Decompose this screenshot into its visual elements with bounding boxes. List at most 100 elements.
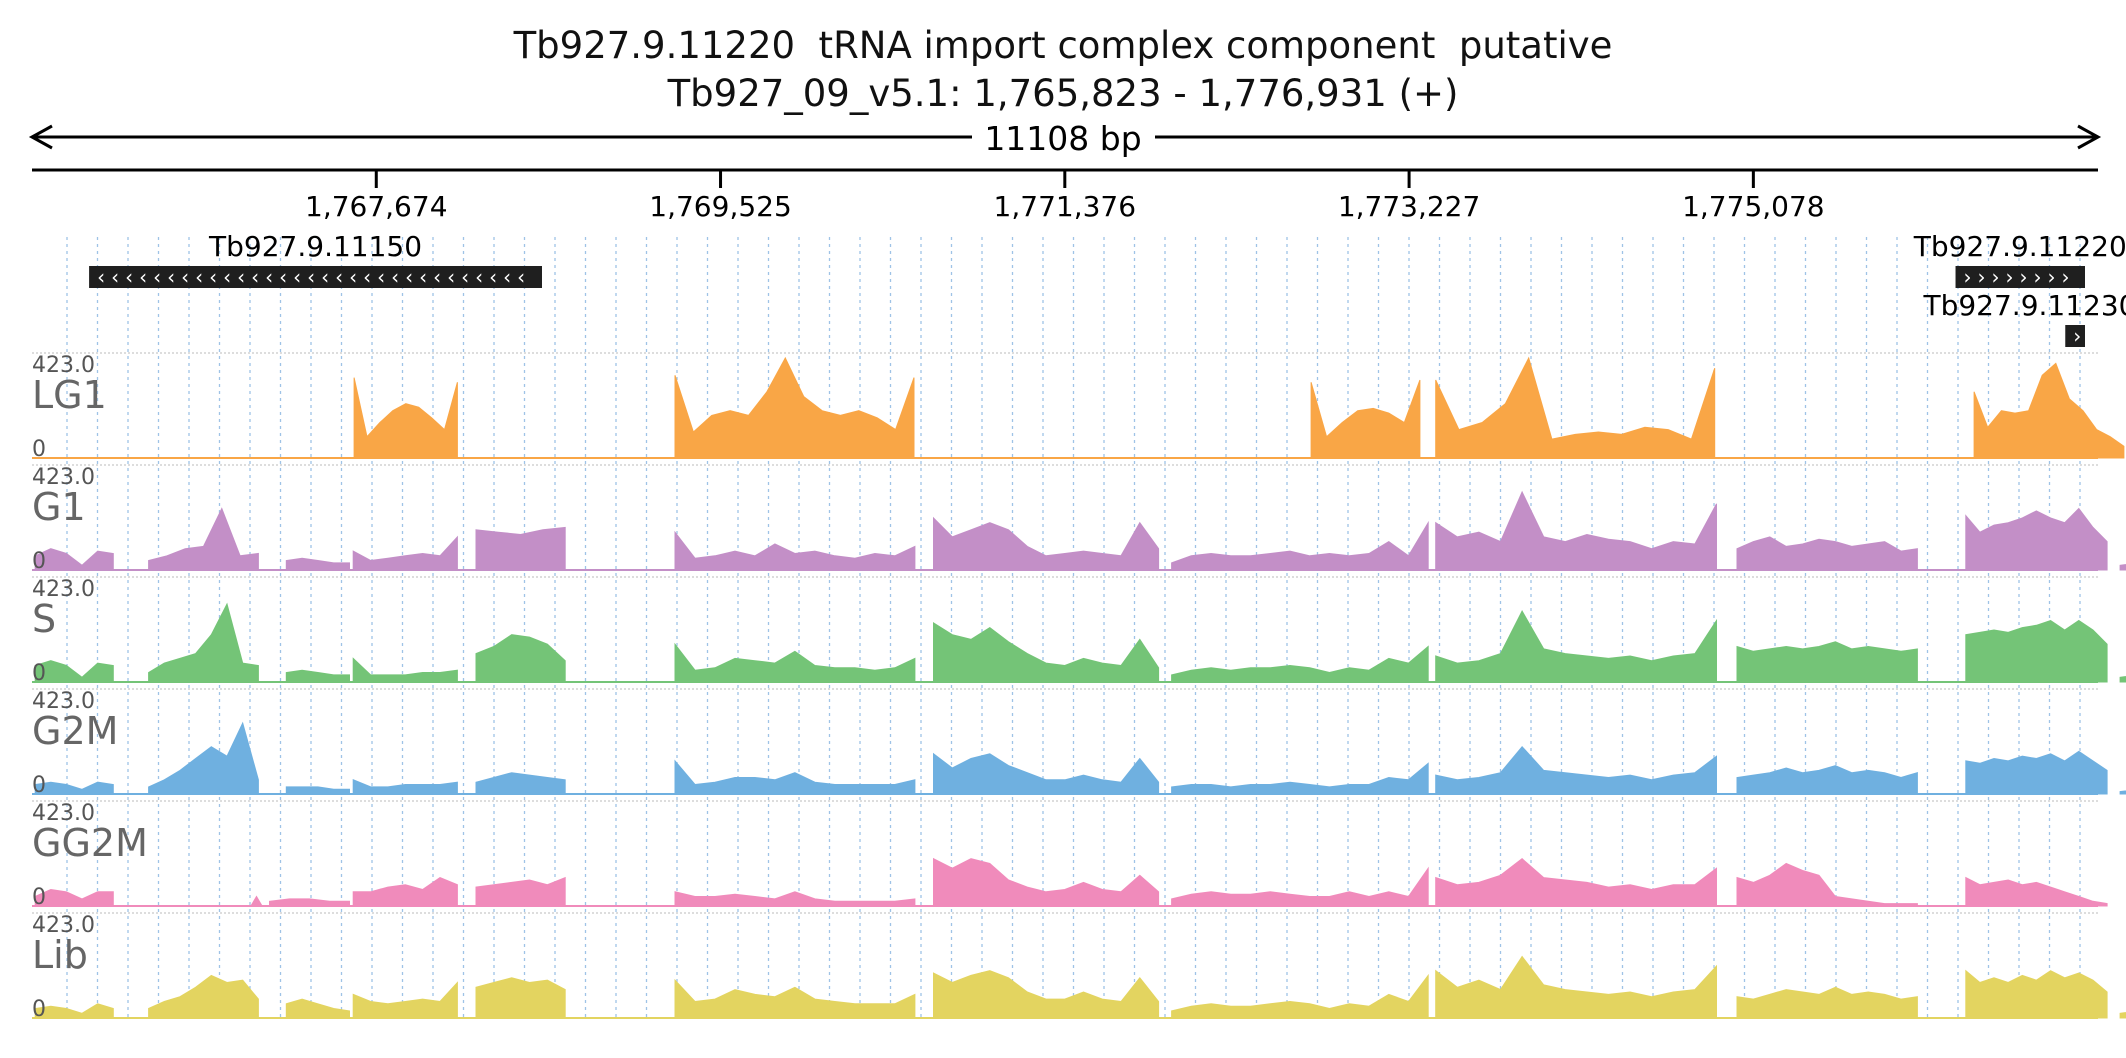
coverage-segment — [2119, 676, 2126, 683]
coverage-segment — [933, 752, 1160, 795]
strand-chevron: ‹ — [97, 265, 105, 289]
coverage-segment — [475, 526, 566, 571]
ruler-tick-label: 1,771,376 — [994, 190, 1137, 223]
coverage-segment — [1736, 986, 1918, 1019]
span-arrowhead-left — [28, 124, 53, 150]
coverage-segment — [352, 981, 458, 1019]
coverage-segment — [1435, 858, 1717, 907]
coverage-segment — [352, 779, 458, 795]
coverage-segment — [353, 377, 458, 459]
track-max-label: 423.0 — [32, 913, 95, 938]
gene-feature[interactable]: ›Tb927.9.11230 — [1922, 289, 2126, 348]
coverage-segment — [285, 557, 350, 571]
track-name-label: Lib — [32, 933, 88, 977]
coverage-segment — [674, 530, 916, 571]
strand-chevron: ‹ — [195, 265, 203, 289]
strand-chevron: ‹ — [447, 265, 455, 289]
coverage-segment — [933, 970, 1160, 1019]
track-min-label: 0 — [32, 437, 46, 462]
coverage-segment — [1965, 750, 2108, 795]
strand-chevron: › — [1978, 265, 1986, 289]
coverage-segment — [1973, 362, 2125, 459]
strand-chevron: ‹ — [461, 265, 469, 289]
gene-title: Tb927.9.11220 tRNA import complex compon… — [513, 24, 1613, 67]
coverage-segment — [1736, 862, 1918, 907]
strand-chevron: ‹ — [125, 265, 133, 289]
strand-chevron: ‹ — [517, 265, 525, 289]
strand-chevron: ‹ — [307, 265, 315, 289]
gene-feature[interactable]: › › › › › › › ›Tb927.9.11220 — [1913, 230, 2126, 289]
track-max-label: 423.0 — [32, 577, 95, 602]
track-name-label: G2M — [32, 709, 118, 753]
coverage-segment — [269, 898, 350, 907]
coverage-segment — [933, 857, 1160, 907]
gene-bar[interactable] — [89, 266, 542, 288]
span-arrowhead-right — [2077, 124, 2102, 150]
ruler-tick-label: 1,773,227 — [1338, 190, 1481, 223]
strand-chevron: ‹ — [405, 265, 413, 289]
strand-chevron: ‹ — [419, 265, 427, 289]
coverage-segment — [1171, 973, 1429, 1019]
strand-chevron: › — [1992, 265, 2000, 289]
coverage-segment — [250, 895, 263, 907]
coverage-segment — [34, 1003, 114, 1019]
coverage-segment — [674, 891, 916, 907]
strand-chevron: ‹ — [153, 265, 161, 289]
coverage-segment — [674, 978, 916, 1019]
coverage-segment — [1435, 490, 1717, 571]
coverage-track: 423.0 0 Lib — [32, 912, 2126, 1022]
coordinate-ruler: 1,767,674 1,769,525 1,771,376 1,773,227 1,77… — [32, 168, 2098, 223]
coverage-segment — [1736, 641, 1918, 683]
coverage-segment — [1435, 745, 1717, 795]
coverage-segment — [285, 998, 350, 1019]
strand-chevron: ‹ — [279, 265, 287, 289]
strand-chevron: ‹ — [265, 265, 273, 289]
strand-chevron: ‹ — [181, 265, 189, 289]
coverage-segment — [1965, 969, 2108, 1019]
track-max-label: 423.0 — [32, 801, 95, 826]
coverage-segment — [1171, 520, 1429, 571]
coverage-segment — [148, 507, 259, 571]
strand-chevron: › — [2034, 265, 2042, 289]
ruler-tick-label: 1,775,078 — [1682, 190, 1825, 223]
track-name-label: S — [32, 597, 56, 641]
track-name-label: G1 — [32, 485, 86, 529]
coverage-segment — [1171, 762, 1429, 795]
coverage-segment — [285, 669, 350, 683]
coverage-segment — [475, 634, 566, 683]
strand-chevron: ‹ — [475, 265, 483, 289]
strand-chevron: › — [2020, 265, 2028, 289]
coverage-track: 423.0 0 G1 — [32, 464, 2126, 574]
coverage-segment — [2119, 790, 2126, 795]
gene-feature[interactable]: ‹ ‹ ‹ ‹ ‹ ‹ ‹ ‹ ‹ ‹ ‹ ‹ ‹ ‹ ‹ ‹ ‹ ‹ ‹ ‹ ‹ ‹ ‹ ‹ ‹ ‹ ‹ ‹ ‹ ‹ ‹Tb927.9.1… — [89, 230, 542, 289]
gene-bar[interactable] — [1955, 266, 2085, 288]
gene-label: Tb927.9.11220 — [1913, 230, 2126, 263]
gene-bar[interactable] — [2065, 325, 2085, 347]
strand-chevron: ‹ — [223, 265, 231, 289]
coverage-segment — [285, 786, 350, 795]
gene-annotation-track: ‹ ‹ ‹ ‹ ‹ ‹ ‹ ‹ ‹ ‹ ‹ ‹ ‹ ‹ ‹ ‹ ‹ ‹ ‹ ‹ ‹ ‹ ‹ ‹ ‹ ‹ ‹ ‹ ‹ ‹ ‹Tb927.9.1… — [89, 230, 2126, 348]
strand-chevron: › — [2073, 324, 2081, 348]
strand-chevron: ‹ — [209, 265, 217, 289]
coverage-segment — [674, 356, 915, 459]
track-name-label: LG1 — [32, 373, 107, 417]
coverage-track: 423.0 0 G2M — [32, 688, 2126, 798]
coverage-segment — [1736, 536, 1918, 571]
coverage-segment — [1736, 765, 1918, 795]
coverage-segment — [933, 621, 1160, 683]
strand-chevron: ‹ — [433, 265, 441, 289]
strand-chevron: ‹ — [489, 265, 497, 289]
span-label: 11108 bp — [984, 119, 1141, 158]
ruler-ticks: 1,767,674 1,769,525 1,771,376 1,773,227 1,77… — [305, 170, 1825, 223]
coverage-segment — [352, 877, 458, 907]
coverage-segment — [1965, 876, 2108, 907]
strand-chevron: › — [1964, 265, 1972, 289]
track-min-label: 0 — [32, 549, 46, 574]
coverage-segment — [1965, 619, 2108, 683]
strand-chevron: ‹ — [503, 265, 511, 289]
strand-chevron: ‹ — [335, 265, 343, 289]
coverage-segment — [2119, 564, 2126, 571]
gene-label: Tb927.9.11230 — [1922, 289, 2126, 322]
track-min-label: 0 — [32, 997, 46, 1022]
